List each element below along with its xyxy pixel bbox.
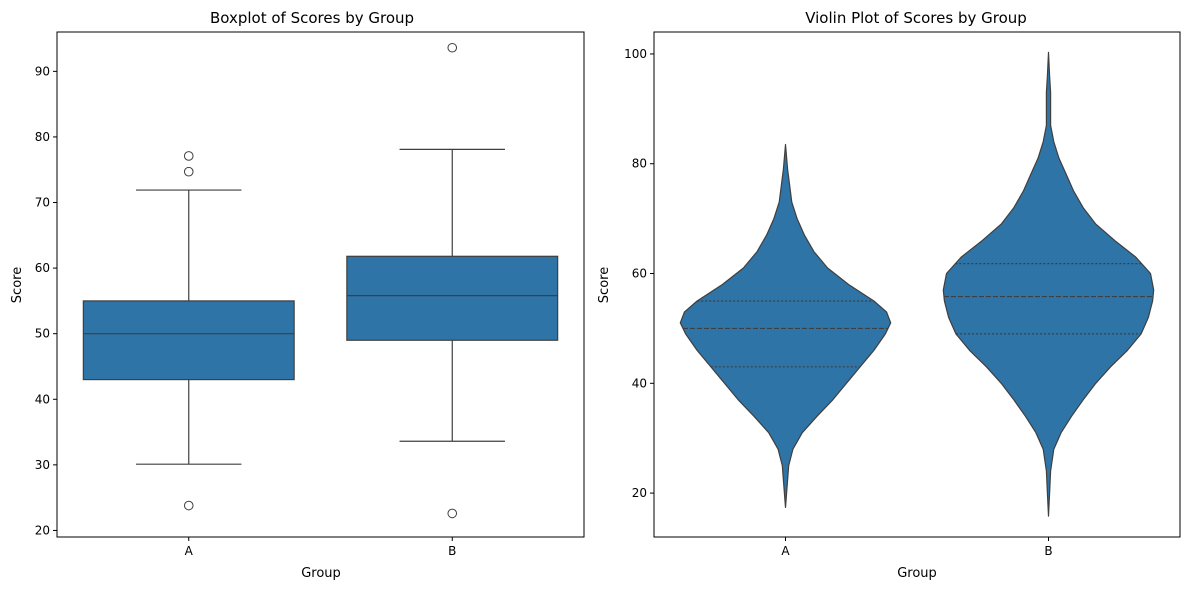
violin-title: Violin Plot of Scores by Group <box>805 9 1027 27</box>
y-tick-label: 60 <box>35 261 50 275</box>
outlier-point <box>183 500 194 511</box>
outlier-point <box>183 151 194 161</box>
violin-panel: Violin Plot of Scores by Group 20 40 60 80 1… <box>597 9 1181 581</box>
violin-y-ticks: 20 40 60 80 100 <box>624 47 654 500</box>
x-tick-label: B <box>448 544 456 558</box>
violin-marks <box>679 51 1155 517</box>
boxplot-y-ticks: 20 30 40 50 60 70 80 90 <box>35 64 57 537</box>
boxplot-y-axis-label: Score <box>10 267 25 303</box>
y-tick-label: 70 <box>35 196 50 210</box>
violin-body-B <box>942 51 1155 517</box>
y-tick-label: 40 <box>632 376 647 390</box>
x-tick-label: A <box>185 544 194 558</box>
y-tick-label: 20 <box>35 523 50 537</box>
violin-y-axis-label: Score <box>597 267 612 303</box>
y-tick-label: 40 <box>35 392 50 406</box>
boxplot-axes-frame <box>56 31 585 538</box>
outlier-point <box>447 508 458 519</box>
y-tick-label: 90 <box>35 64 50 78</box>
x-tick-label: B <box>1044 544 1052 558</box>
violin-axes-frame <box>653 31 1181 538</box>
y-tick-label: 80 <box>632 157 647 171</box>
y-tick-label: 60 <box>632 267 647 281</box>
box-B <box>346 255 559 341</box>
violin-x-axis-label: Group <box>897 566 937 581</box>
x-tick-label: A <box>781 544 790 558</box>
outlier-point <box>447 42 458 53</box>
boxplot-title: Boxplot of Scores by Group <box>210 9 414 27</box>
y-tick-label: 30 <box>35 458 50 472</box>
y-tick-label: 80 <box>35 130 50 144</box>
violin-body-A <box>679 143 892 508</box>
y-tick-label: 50 <box>35 327 50 341</box>
outlier-point <box>183 166 194 177</box>
box-A <box>82 300 295 381</box>
boxplot-marks <box>82 42 559 519</box>
boxplot-panel: Boxplot of Scores by Group 20 30 40 50 60 70 8… <box>10 9 585 581</box>
y-tick-label: 20 <box>632 486 647 500</box>
boxplot-x-axis-label: Group <box>301 566 341 581</box>
y-tick-label: 100 <box>624 47 647 61</box>
